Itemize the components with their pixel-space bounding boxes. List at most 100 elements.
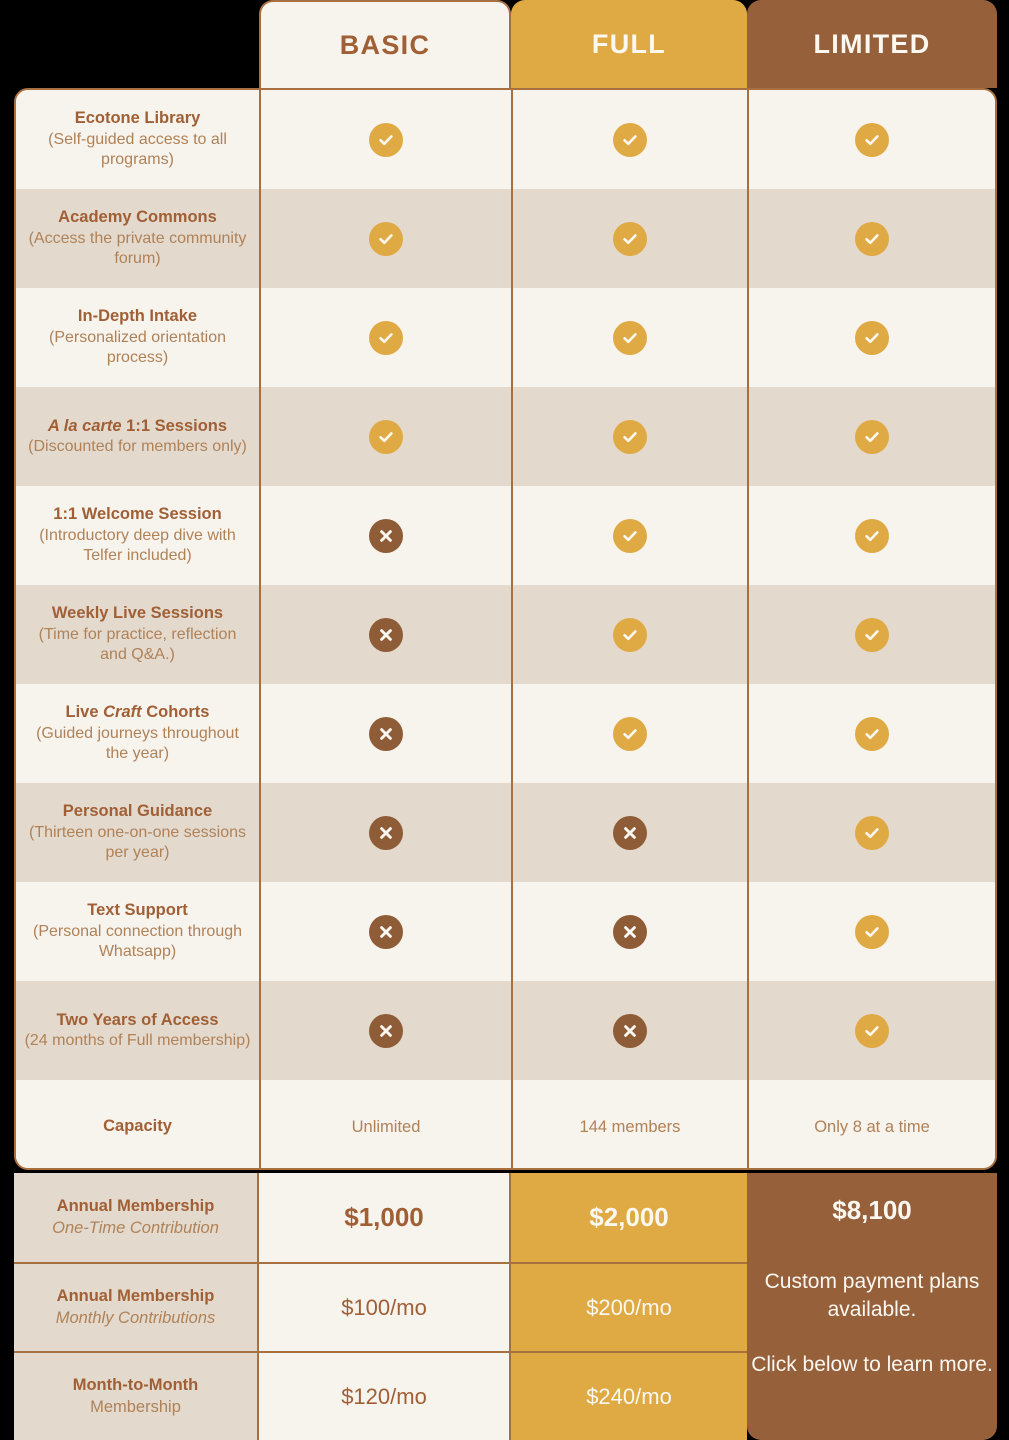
check-circle-icon [855,122,889,157]
feature-value-full [513,288,749,387]
check-circle-icon [613,320,647,355]
cross-circle-icon [369,518,403,553]
feature-title: Weekly Live Sessions [51,604,224,623]
feature-row: 1:1 Welcome Session (Introductory deep di… [16,486,995,585]
feature-label-cell: A la carte 1:1 Sessions (Discounted for m… [16,387,261,486]
feature-value-limited [749,288,995,387]
capacity-title: Capacity [103,1117,172,1136]
feature-value-limited [749,981,995,1080]
feature-value-limited [749,189,995,288]
feature-subtitle: (Time for practice, reflection and Q&A.) [38,625,237,664]
cross-circle-icon [369,617,403,652]
feature-value-basic [261,585,513,684]
pricing-value-full: $200/mo [511,1262,747,1351]
feature-value-full [513,882,749,981]
feature-title: 1:1 Welcome Session [53,505,222,524]
feature-title: Personal Guidance [62,802,213,821]
cross-circle-icon [613,1013,647,1048]
feature-row: Personal Guidance (Thirteen one-on-one se… [16,783,995,882]
feature-label-cell: Ecotone Library (Self-guided access to al… [16,90,261,189]
feature-title: Academy Commons [58,208,217,227]
feature-value-basic [261,882,513,981]
limited-note-2: Click below to learn more. [751,1353,993,1377]
feature-value-basic [261,684,513,783]
feature-title: Ecotone Library [74,109,201,128]
limited-amount: $8,100 [832,1195,912,1225]
cross-circle-icon [613,815,647,850]
feature-label-cell: Personal Guidance (Thirteen one-on-one se… [16,783,261,882]
plan-header-limited[interactable]: LIMITED [747,0,997,88]
feature-label-cell: Weekly Live Sessions (Time for practice, … [16,585,261,684]
feature-row: A la carte 1:1 Sessions (Discounted for m… [16,387,995,486]
pricing-value-full: $240/mo [511,1351,747,1440]
pricing-title: Annual Membership [56,1287,215,1306]
pricing-value-limited: $8,100 Custom payment plans available. Cli… [747,1173,997,1440]
check-circle-icon [369,122,403,157]
feature-value-basic [261,387,513,486]
feature-value-basic [261,486,513,585]
pricing-row: Annual Membership Monthly Contributions $1… [14,1262,997,1351]
feature-row: Weekly Live Sessions (Time for practice, … [16,585,995,684]
pricing-label-cell: Month-to-Month Membership [14,1351,259,1440]
feature-title: Text Support [87,901,188,920]
feature-value-full [513,783,749,882]
feature-subtitle: (Guided journeys throughout the year) [36,724,239,763]
feature-subtitle: (Personalized orientation process) [49,328,226,367]
limited-note-1: Custom payment plans available. [764,1270,980,1321]
feature-value-basic [261,783,513,882]
feature-row: Academy Commons (Access the private commu… [16,189,995,288]
pricing-value-basic: $120/mo [259,1351,511,1440]
pricing-label-cell: Annual Membership One-Time Contribution [14,1173,259,1262]
cross-circle-icon [613,914,647,949]
check-circle-icon [855,1013,889,1048]
feature-subtitle: (Personal connection through Whatsapp) [32,922,243,961]
cross-circle-icon [369,914,403,949]
check-circle-icon [613,419,647,454]
pricing-row: Month-to-Month Membership $120/mo $240/mo [14,1351,997,1440]
cross-circle-icon [369,716,403,751]
pricing-subtitle: One-Time Contribution [52,1218,219,1237]
plan-header-full[interactable]: FULL [511,0,747,88]
feature-value-full [513,189,749,288]
feature-subtitle: (Self-guided access to all programs) [48,130,227,169]
plan-header-full-label: FULL [591,28,667,59]
pricing-value-basic: $1,000 [259,1173,511,1262]
feature-label-cell: Two Years of Access (24 months of Full me… [16,981,261,1080]
check-circle-icon [613,518,647,553]
plan-header-basic[interactable]: BASIC [259,0,511,88]
feature-value-basic [261,981,513,1080]
feature-row: Ecotone Library (Self-guided access to al… [16,90,995,189]
capacity-value-basic: Unlimited [261,1080,513,1168]
feature-label-cell: Academy Commons (Access the private commu… [16,189,261,288]
feature-title: Live Craft Cohorts [65,703,210,722]
feature-value-limited [749,783,995,882]
feature-subtitle: (Access the private community forum) [28,229,247,268]
feature-subtitle: (Discounted for members only) [28,437,247,455]
check-circle-icon [855,617,889,652]
feature-row: Text Support (Personal connection through… [16,882,995,981]
check-circle-icon [369,221,403,256]
feature-subtitle: (Introductory deep dive with Telfer incl… [39,526,236,565]
pricing-row: Annual Membership One-Time Contribution $1… [14,1173,997,1262]
check-circle-icon [613,716,647,751]
feature-subtitle: (24 months of Full membership) [24,1031,251,1049]
feature-label-cell: Live Craft Cohorts (Guided journeys throu… [16,684,261,783]
feature-value-full [513,387,749,486]
feature-row: Two Years of Access (24 months of Full me… [16,981,995,1080]
check-circle-icon [369,320,403,355]
feature-value-limited [749,585,995,684]
cross-circle-icon [369,1013,403,1048]
feature-row: In-Depth Intake (Personalized orientation… [16,288,995,387]
feature-value-basic [261,189,513,288]
pricing-value-basic: $100/mo [259,1262,511,1351]
check-circle-icon [855,221,889,256]
pricing-title: Month-to-Month [72,1376,199,1395]
check-circle-icon [855,815,889,850]
pricing-value-full: $2,000 [511,1173,747,1262]
feature-title: Two Years of Access [56,1010,219,1029]
feature-comparison-table: Ecotone Library (Self-guided access to al… [14,88,997,1170]
feature-label-cell: 1:1 Welcome Session (Introductory deep di… [16,486,261,585]
plan-header-limited-label: LIMITED [813,28,931,59]
check-circle-icon [613,122,647,157]
